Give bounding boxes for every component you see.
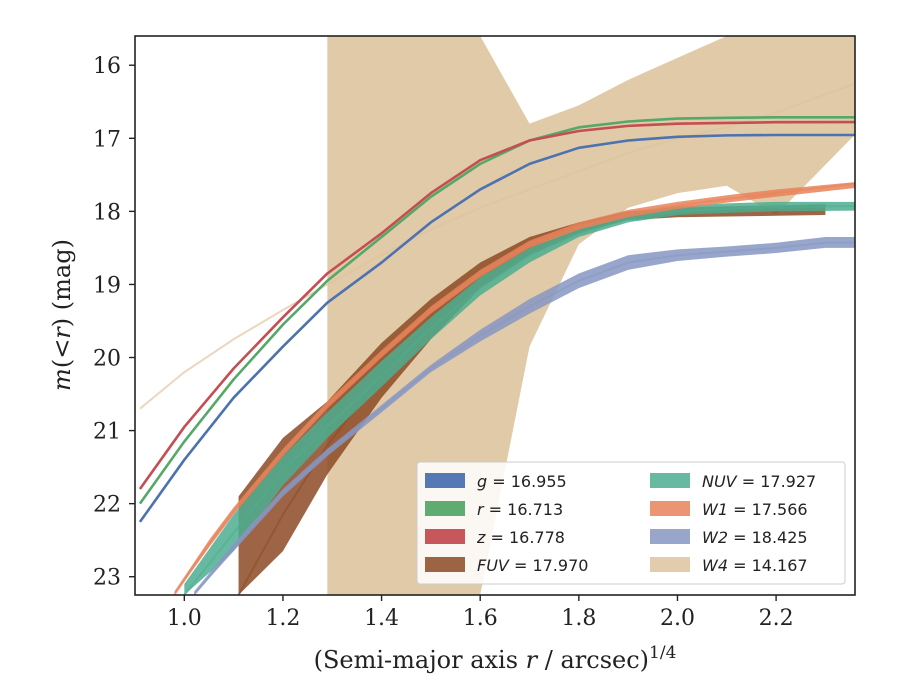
- y-axis-label: m(<r) (mag): [48, 239, 76, 391]
- y-tick-label: 19: [93, 273, 121, 298]
- x-tick-label: 1.4: [364, 606, 399, 631]
- legend-label-fuv: FUV = 17.970: [477, 556, 588, 575]
- x-tick-label: 1.0: [167, 606, 202, 631]
- line-g: [138, 133, 855, 523]
- x-tick-label: 2.2: [759, 606, 794, 631]
- legend-label-nuv: NUV = 17.927: [702, 472, 816, 491]
- legend-label-w1: W1 = 17.566: [702, 500, 808, 519]
- legend-label-z: z = 16.778: [476, 528, 565, 547]
- legend-swatch-nuv: [650, 473, 690, 488]
- y-tick-label: 20: [93, 347, 121, 372]
- legend-label-w2: W2 = 18.425: [702, 528, 808, 547]
- legend-swatch-w1: [650, 501, 690, 516]
- legend-label-g: g = 16.955: [477, 472, 567, 491]
- legend-box: [416, 461, 846, 585]
- x-tick-label: 2.0: [660, 606, 695, 631]
- y-tick-label: 16: [93, 54, 121, 79]
- x-tick-label: 1.8: [561, 606, 596, 631]
- legend-swatch-g: [425, 473, 465, 488]
- x-axis-label: (Semi-major axis r / arcsec)1/4: [314, 643, 677, 674]
- x-tick-label: 1.2: [265, 606, 300, 631]
- line-w1: [173, 182, 855, 595]
- line-z: [138, 120, 855, 490]
- y-tick-label: 18: [93, 200, 121, 225]
- legend-label-w4: W4 = 14.167: [702, 556, 808, 575]
- line-w4: [139, 82, 855, 410]
- plot-frame: [134, 35, 856, 596]
- legend-label-r: r = 16.713: [477, 500, 563, 519]
- y-tick-label: 23: [93, 566, 121, 591]
- line-r: [138, 116, 855, 505]
- legend-swatch-r: [425, 501, 465, 516]
- line-layer: [138, 116, 855, 523]
- legend-swatch-w2: [650, 529, 690, 544]
- legend-swatch-z: [425, 529, 465, 544]
- y-tick-label: 22: [93, 493, 121, 518]
- line-w2: [193, 241, 855, 595]
- legend-swatch-fuv: [425, 557, 465, 572]
- legend-swatch-w4: [650, 557, 690, 572]
- x-axis: 1.0 1.2 1.4 1.6 1.8 2.0 2.2: [167, 595, 794, 631]
- x-tick-label: 1.6: [463, 606, 498, 631]
- y-axis: 16 17 18 19 20 21 22 23: [93, 54, 135, 591]
- y-tick-label: 21: [93, 420, 121, 445]
- legend: g = 16.955 r = 16.713 z = 16.778 FUV = 17.9…: [416, 461, 846, 585]
- y-tick-label: 17: [93, 127, 121, 152]
- line-nuv: [183, 205, 855, 595]
